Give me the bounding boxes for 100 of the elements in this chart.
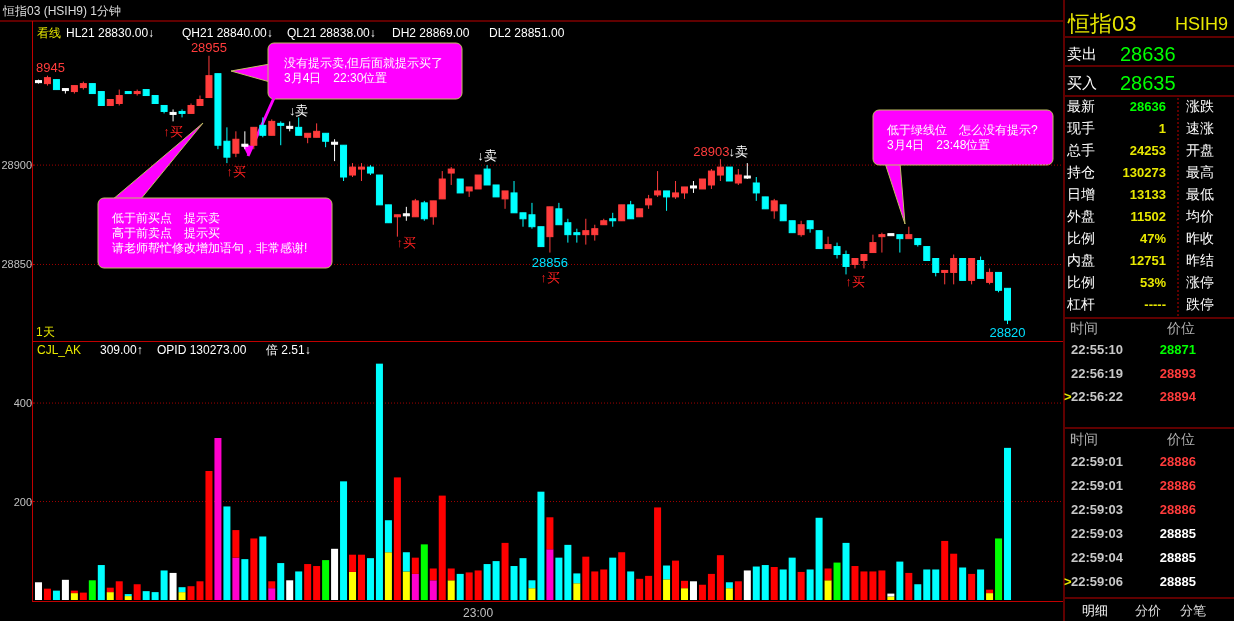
candlestick — [277, 120, 285, 146]
candlestick — [707, 168, 715, 190]
bar — [591, 571, 599, 600]
text: 28885 — [1159, 550, 1196, 565]
bar — [429, 580, 437, 600]
text: ----- — [1144, 297, 1166, 312]
annotation: 1天 — [36, 325, 55, 339]
annotation: DH2 28869.00 — [392, 26, 470, 40]
bar — [250, 538, 258, 600]
annotation: HL21 28830.00↓ — [66, 26, 155, 40]
text: 130273 — [1122, 165, 1166, 180]
bar — [358, 554, 365, 600]
candlestick — [393, 214, 401, 238]
annotation: CJL_AK — [37, 343, 82, 357]
bar — [600, 569, 608, 600]
bar — [52, 590, 60, 600]
bar — [340, 481, 348, 600]
bar — [205, 471, 213, 600]
annotation: ↑买 — [845, 274, 865, 289]
text: 11502 — [1130, 209, 1166, 224]
text: 日增 — [1067, 186, 1095, 202]
bar — [411, 557, 419, 574]
bar — [178, 587, 186, 593]
text: 22:56:22 — [1071, 389, 1124, 404]
text: 昨结 — [1186, 252, 1214, 268]
bar — [645, 575, 653, 600]
annotation: ↑买 — [163, 124, 183, 139]
bar — [501, 542, 509, 600]
candlestick — [429, 200, 437, 226]
text: 28885 — [1159, 574, 1196, 589]
bar — [402, 552, 410, 572]
bar — [681, 580, 689, 589]
bar — [582, 556, 590, 600]
bar — [842, 542, 850, 600]
bar — [420, 544, 428, 600]
bar — [878, 570, 886, 600]
bar — [349, 571, 357, 600]
text: 22:56:19 — [1071, 366, 1124, 381]
annotation: 309.00↑ — [100, 343, 143, 357]
candlestick — [259, 116, 267, 138]
bar — [169, 572, 177, 600]
bar — [232, 530, 240, 558]
candlestick — [555, 202, 563, 226]
bar — [995, 538, 1003, 600]
text: 现手 — [1067, 120, 1095, 136]
bar — [34, 582, 42, 600]
bar — [968, 573, 976, 600]
annotation: QH21 28840.00↓ — [182, 26, 273, 40]
annotation: 看线 — [37, 26, 61, 40]
candlestick — [501, 190, 509, 210]
bar — [779, 569, 787, 600]
bar — [510, 566, 518, 600]
annotation: 3月4日 23:48位置 — [887, 138, 991, 152]
bar — [770, 567, 778, 600]
bar — [707, 573, 715, 600]
text: 总手 — [1066, 142, 1095, 158]
candlestick — [528, 202, 536, 230]
bar — [555, 557, 563, 600]
bar — [959, 567, 967, 600]
text: 28893 — [1159, 366, 1196, 381]
text: 杠杆 — [1066, 296, 1095, 312]
text: 价位 — [1166, 320, 1195, 336]
candlestick — [250, 126, 258, 150]
text: 22:59:01 — [1071, 478, 1124, 493]
bar — [564, 544, 572, 600]
x-tick-label: 23:00 — [463, 606, 494, 620]
bar — [447, 568, 455, 581]
bar — [277, 563, 285, 600]
bar — [151, 592, 159, 600]
bar — [214, 438, 222, 600]
bar — [977, 569, 985, 600]
annotation: ↓卖 — [477, 148, 497, 163]
text: 内盘 — [1067, 252, 1095, 268]
bar — [896, 561, 904, 600]
candlestick — [824, 236, 832, 250]
text: 24253 — [1129, 143, 1166, 158]
text: 22:59:01 — [1071, 454, 1124, 469]
candlestick — [205, 55, 213, 99]
bar — [761, 565, 769, 600]
annotation: 28903 — [693, 144, 730, 159]
bar — [788, 557, 796, 600]
text: 最低 — [1186, 186, 1214, 202]
candlestick — [564, 218, 572, 244]
candlestick — [510, 180, 518, 214]
text: 22:59:04 — [1071, 550, 1124, 565]
bar — [914, 584, 922, 600]
text: 恒指03 — [1067, 11, 1137, 36]
bar — [474, 570, 482, 600]
bar — [492, 561, 500, 600]
text: 速涨 — [1186, 120, 1214, 136]
bar — [331, 548, 339, 600]
candlestick — [770, 198, 778, 220]
bar — [375, 363, 383, 600]
annotation: QL21 28838.00↓ — [287, 26, 376, 40]
bar — [160, 570, 168, 600]
bar — [393, 477, 401, 600]
text: 时间 — [1070, 320, 1098, 336]
bar — [627, 571, 635, 600]
bar — [743, 570, 751, 600]
text: > — [1064, 574, 1072, 589]
